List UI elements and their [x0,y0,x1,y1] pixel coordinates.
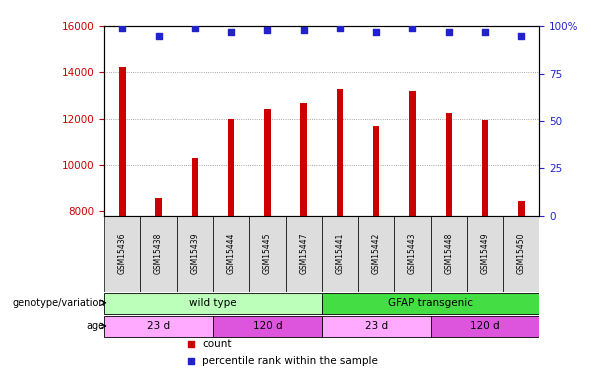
FancyBboxPatch shape [503,216,539,292]
Bar [192,158,198,216]
FancyBboxPatch shape [430,316,539,337]
FancyBboxPatch shape [213,316,322,337]
Text: GSM15447: GSM15447 [299,233,308,274]
FancyBboxPatch shape [467,216,503,292]
FancyBboxPatch shape [104,216,140,292]
FancyBboxPatch shape [213,216,249,292]
Point [516,33,526,39]
FancyBboxPatch shape [358,216,394,292]
Text: percentile rank within the sample: percentile rank within the sample [202,356,378,366]
Text: GSM15441: GSM15441 [335,233,345,274]
FancyBboxPatch shape [322,316,430,337]
Text: genotype/variation: genotype/variation [12,298,105,308]
Point [408,25,417,31]
Text: GSM15439: GSM15439 [191,233,199,274]
Text: GSM15445: GSM15445 [263,233,272,274]
FancyBboxPatch shape [140,216,177,292]
FancyBboxPatch shape [249,216,286,292]
Bar [264,110,271,216]
Bar [337,88,343,216]
Bar [482,120,489,216]
Point [186,358,196,364]
Text: GSM15444: GSM15444 [227,233,235,274]
Text: GSM15443: GSM15443 [408,233,417,274]
Point [186,342,196,348]
Point [118,25,128,31]
Bar [518,201,525,216]
Text: GSM15442: GSM15442 [371,233,381,274]
Point [262,27,272,33]
Point [480,29,490,35]
Bar [300,102,307,216]
Bar [228,119,234,216]
Bar [373,126,379,216]
Point [335,25,345,31]
Point [154,33,164,39]
Text: GSM15449: GSM15449 [481,233,490,274]
Point [190,25,200,31]
FancyBboxPatch shape [430,216,467,292]
FancyBboxPatch shape [394,216,430,292]
Bar [446,113,452,216]
Text: 120 d: 120 d [470,321,500,331]
Point [299,27,308,33]
Bar [155,198,162,216]
Text: age: age [87,321,105,331]
Text: GSM15448: GSM15448 [444,233,453,274]
Point [226,29,236,35]
Text: wild type: wild type [189,298,237,308]
Text: GSM15436: GSM15436 [118,233,127,274]
Text: 120 d: 120 d [253,321,282,331]
Text: 23 d: 23 d [147,321,170,331]
Text: GSM15438: GSM15438 [154,233,163,274]
Bar [409,91,416,216]
Text: 23 d: 23 d [365,321,388,331]
FancyBboxPatch shape [286,216,322,292]
FancyBboxPatch shape [322,216,358,292]
Text: count: count [202,339,232,350]
FancyBboxPatch shape [104,316,213,337]
Text: GFAP transgenic: GFAP transgenic [388,298,473,308]
Point [444,29,454,35]
Bar [119,67,126,216]
FancyBboxPatch shape [322,293,539,314]
Point [371,29,381,35]
FancyBboxPatch shape [104,293,322,314]
FancyBboxPatch shape [177,216,213,292]
Text: GSM15450: GSM15450 [517,233,526,274]
